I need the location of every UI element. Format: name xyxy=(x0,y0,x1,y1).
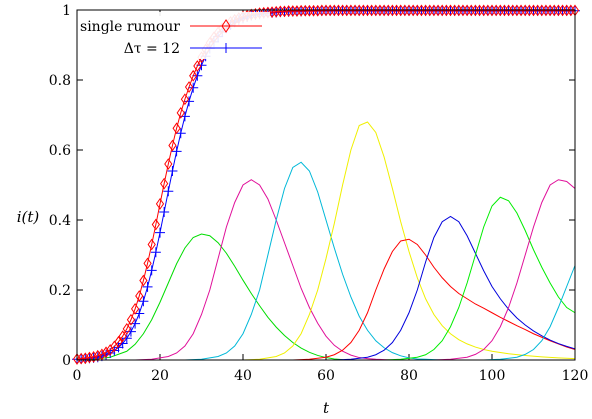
diamond-marker xyxy=(85,351,94,364)
plus-marker xyxy=(167,166,178,176)
series-10 xyxy=(483,265,576,361)
y-tick-label: 0.2 xyxy=(49,283,71,299)
series-7 xyxy=(334,215,576,361)
x-axis-label: t xyxy=(323,399,330,417)
x-tick-label: 60 xyxy=(317,368,335,384)
diamond-marker xyxy=(164,158,173,170)
diamond-marker xyxy=(135,290,144,302)
series-line xyxy=(384,196,576,361)
axis-ticks xyxy=(76,9,576,361)
series-line xyxy=(76,10,575,360)
diamond-marker xyxy=(130,303,140,315)
plot-frame xyxy=(76,9,576,361)
y-tick-label: 0.4 xyxy=(49,213,71,229)
plus-marker xyxy=(146,265,157,276)
legend-label-single-rumour: single rumour xyxy=(80,19,180,35)
diamond-marker xyxy=(147,238,156,251)
legend-diamond-marker xyxy=(221,19,231,33)
diamond-marker xyxy=(77,352,86,365)
diamond-marker xyxy=(180,93,190,106)
series-layer xyxy=(72,4,580,365)
series-9 xyxy=(433,179,576,361)
plus-marker xyxy=(184,96,195,107)
series-3 xyxy=(135,179,401,361)
series-line xyxy=(242,121,576,361)
diamond-marker xyxy=(184,81,194,93)
series-line xyxy=(76,9,575,360)
diamond-marker xyxy=(151,218,160,231)
y-tick-label: 0.6 xyxy=(49,143,71,159)
series-line xyxy=(483,265,576,361)
diamond-marker xyxy=(93,349,102,362)
series-0 xyxy=(72,4,580,365)
diamond-marker xyxy=(139,274,148,287)
series-line xyxy=(433,179,576,361)
diamond-marker xyxy=(118,330,127,343)
diamond-marker xyxy=(160,177,169,190)
diamond-marker xyxy=(122,322,131,335)
diamond-marker xyxy=(292,5,302,17)
y-tick-label: 0 xyxy=(62,353,71,369)
plus-marker xyxy=(159,206,170,217)
diamond-marker xyxy=(168,139,177,152)
series-1 xyxy=(72,5,580,365)
plus-marker xyxy=(155,227,165,238)
diamond-marker xyxy=(81,352,90,365)
plus-marker xyxy=(117,338,128,349)
plus-marker xyxy=(125,326,136,337)
diamond-marker xyxy=(155,198,165,210)
diamond-marker xyxy=(126,313,136,326)
series-8 xyxy=(384,196,576,361)
diamond-marker xyxy=(89,350,98,363)
diamond-marker xyxy=(313,4,322,17)
plus-marker xyxy=(138,296,149,307)
plus-marker xyxy=(150,247,161,258)
series-line xyxy=(76,233,343,361)
y-tick-label: 1 xyxy=(62,3,71,19)
series-5 xyxy=(242,121,576,361)
plus-marker xyxy=(163,186,174,197)
x-tick-label: 40 xyxy=(234,368,252,384)
x-tick-label: 100 xyxy=(479,368,506,384)
x-tick-label: 0 xyxy=(73,368,82,384)
x-tick-label: 80 xyxy=(400,368,418,384)
series-2 xyxy=(76,233,343,361)
series-line xyxy=(292,238,576,361)
plus-marker xyxy=(142,281,153,292)
plus-marker xyxy=(175,128,186,139)
y-tick-label: 0.8 xyxy=(49,73,71,89)
legend-plus-marker xyxy=(221,43,231,53)
series-6 xyxy=(292,238,576,361)
diamond-marker xyxy=(143,257,152,270)
x-tick-label: 20 xyxy=(151,368,169,384)
plus-marker xyxy=(121,333,132,344)
plus-marker xyxy=(192,70,203,81)
diamond-marker xyxy=(176,107,185,119)
diamond-marker xyxy=(72,353,82,365)
diamond-marker xyxy=(101,346,111,359)
diamond-marker xyxy=(172,122,181,135)
tick-labels: 0 20 40 60 80 100 120 0 0.2 0.4 0.6 0.8 1 xyxy=(49,3,589,384)
series-line xyxy=(184,161,451,361)
legend-label-delta-tau: Δτ = 12 xyxy=(124,41,180,57)
series-4 xyxy=(184,161,451,361)
series-line xyxy=(135,179,401,361)
legend-box xyxy=(80,12,270,59)
series-line xyxy=(334,215,576,361)
diamond-marker xyxy=(97,348,107,361)
x-tick-label: 120 xyxy=(562,368,589,384)
diamond-marker xyxy=(114,335,123,348)
y-axis-label: i(t) xyxy=(17,208,40,226)
diamond-marker xyxy=(189,69,198,82)
plus-marker xyxy=(188,82,199,93)
diamond-marker xyxy=(193,60,202,72)
plus-marker xyxy=(171,146,182,157)
legend: single rumour Δτ = 12 xyxy=(80,12,270,59)
